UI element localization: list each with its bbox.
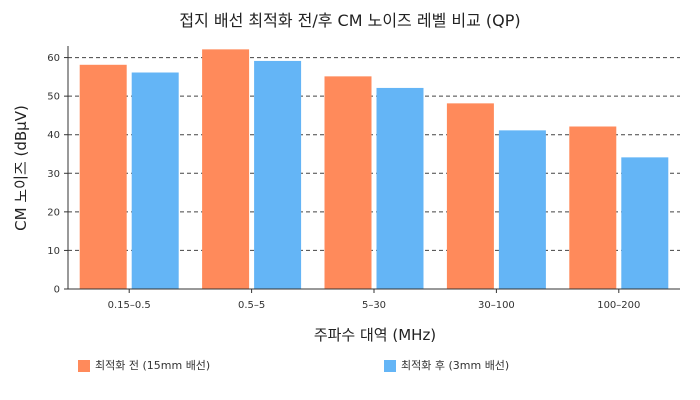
x-tick-label: 0.5–5	[238, 300, 265, 311]
bar-after	[131, 72, 179, 290]
x-tick-label: 5–30	[362, 300, 386, 311]
y-axis-label: CM 노이즈 (dBμV)	[12, 105, 30, 231]
bar-after	[376, 87, 424, 290]
bar-after	[254, 60, 302, 290]
y-tick-label: 60	[47, 53, 60, 64]
y-tick-label: 10	[47, 246, 60, 257]
bar-before	[202, 49, 250, 290]
y-tick-label: 0	[54, 285, 60, 296]
y-tick-label: 40	[47, 130, 60, 141]
chart-title: 접지 배선 최적화 전/후 CM 노이즈 레벨 비교 (QP)	[179, 11, 520, 30]
y-tick-label: 50	[47, 92, 60, 103]
legend-label: 최적화 후 (3mm 배선)	[401, 359, 509, 372]
x-axis-label: 주파수 대역 (MHz)	[314, 326, 436, 344]
bar-before	[324, 76, 372, 290]
y-tick-label: 30	[47, 169, 60, 180]
bar-before	[79, 64, 127, 290]
bar-before	[569, 126, 617, 290]
legend-swatch	[78, 360, 90, 372]
y-tick-label: 20	[47, 207, 60, 218]
legend: 최적화 전 (15mm 배선) 최적화 후 (3mm 배선)	[78, 359, 509, 372]
legend-swatch	[384, 360, 396, 372]
y-ticks: 0 10 20 30 40 50 60	[47, 53, 68, 296]
legend-label: 최적화 전 (15mm 배선)	[95, 359, 210, 372]
bar-before	[446, 103, 494, 290]
bar-after	[498, 130, 546, 290]
x-ticks: 0.15–0.5 0.5–5 5–30 30–100 100–200	[108, 289, 640, 311]
bar-after	[621, 157, 669, 290]
x-tick-label: 0.15–0.5	[108, 300, 151, 311]
bars	[79, 49, 669, 290]
x-tick-label: 30–100	[478, 300, 515, 311]
x-tick-label: 100–200	[597, 300, 640, 311]
